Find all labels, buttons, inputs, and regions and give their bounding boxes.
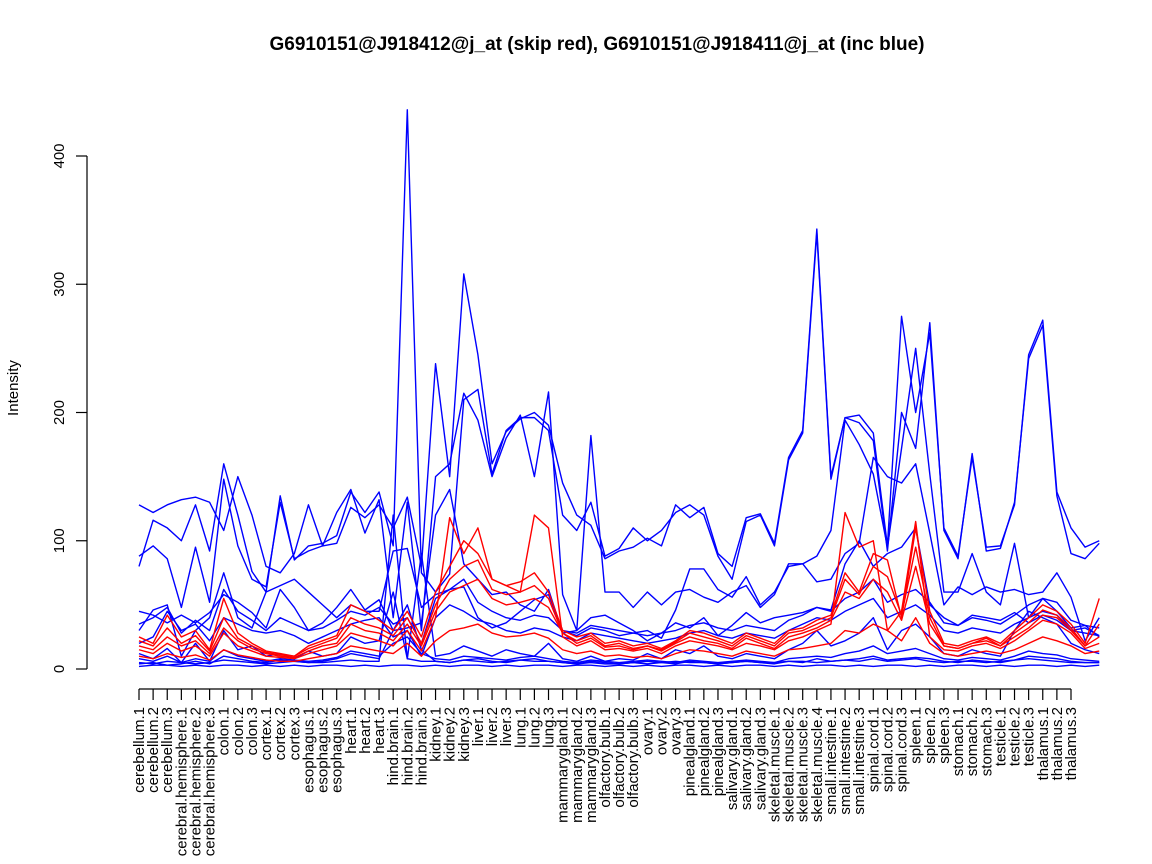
series-group xyxy=(138,109,1100,668)
x-tick-label: thalamus.1 xyxy=(1035,707,1052,780)
x-tick-label: pinealgland.2 xyxy=(696,707,713,796)
x-tick-label: cerebral.hemisphere.3 xyxy=(202,707,219,856)
x-tick-label: cortex.3 xyxy=(286,707,303,760)
x-tick-label: cerebellum.2 xyxy=(145,707,162,793)
x-tick-label: lung.2 xyxy=(526,707,543,748)
x-tick-label: salivary.gland.2 xyxy=(738,707,755,810)
x-tick-label: pinealgland.3 xyxy=(710,707,727,796)
x-tick-label: small.intestine.3 xyxy=(851,707,868,815)
x-tick-label: cerebral.hemisphere.2 xyxy=(187,707,204,856)
x-tick-label: olfactory.bulb.1 xyxy=(597,707,614,808)
x-tick-label: lung.1 xyxy=(512,707,529,748)
x-tick-label: salivary.gland.1 xyxy=(724,707,741,810)
y-tick-label: 300 xyxy=(51,272,68,297)
x-tick-label: spinal.cord.2 xyxy=(879,707,896,792)
x-tick-label: heart.3 xyxy=(371,707,388,754)
x-tick-label: skeletal.muscle.4 xyxy=(809,707,826,822)
x-tick-label: spinal.cord.3 xyxy=(894,707,911,792)
series-line-inc-5 xyxy=(138,456,1100,657)
x-tick-label: cerebellum.3 xyxy=(159,707,176,793)
series-line-inc-2 xyxy=(138,109,1100,593)
x-tick-label: heart.1 xyxy=(343,707,360,754)
series-line-inc-11 xyxy=(138,578,1100,645)
series-line-skip-14 xyxy=(138,511,1100,660)
x-tick-label: hind.brain.1 xyxy=(385,707,402,785)
x-tick-label: ovary.3 xyxy=(668,707,685,755)
x-tick-label: liver.3 xyxy=(498,707,515,746)
x-tick-label: olfactory.bulb.2 xyxy=(611,707,628,808)
series-line-inc-1 xyxy=(138,228,1100,574)
series-line-inc-7 xyxy=(138,664,1100,668)
x-tick-label: liver.2 xyxy=(484,707,501,746)
x-tick-label: testicle.3 xyxy=(1021,707,1038,766)
x-tick-label: skeletal.muscle.1 xyxy=(766,707,783,822)
x-tick-label: stomach.3 xyxy=(978,707,995,776)
y-tick-label: 400 xyxy=(51,143,68,168)
x-tick-label: thalamus.3 xyxy=(1063,707,1080,780)
x-tick-label: kidney.2 xyxy=(442,707,459,762)
x-tick-label: testicle.1 xyxy=(992,707,1009,766)
x-tick-label: ovary.1 xyxy=(639,707,656,755)
y-tick-label: 200 xyxy=(51,400,68,425)
x-tick-label: testicle.2 xyxy=(1007,707,1024,766)
x-tick-label: spinal.cord.1 xyxy=(865,707,882,792)
series-line-inc-10 xyxy=(138,597,1100,657)
x-tick-label: lung.3 xyxy=(541,707,558,748)
x-tick-label: skeletal.muscle.2 xyxy=(781,707,798,822)
x-tick-label: mammarygland.3 xyxy=(583,707,600,823)
x-tick-label: esophagus.1 xyxy=(300,707,317,793)
x-tick-label: colon.3 xyxy=(244,707,261,755)
x-tick-label: thalamus.2 xyxy=(1049,707,1066,780)
x-tick-label: esophagus.3 xyxy=(329,707,346,793)
x-tick-label: spleen.1 xyxy=(908,707,925,764)
x-tick-label: stomach.2 xyxy=(964,707,981,776)
series-line-skip-16 xyxy=(138,617,1100,662)
x-tick-label: esophagus.2 xyxy=(315,707,332,793)
x-tick-label: small.intestine.1 xyxy=(823,707,840,815)
series-line-skip-17 xyxy=(138,546,1100,657)
series-line-inc-8 xyxy=(138,552,1100,664)
x-tick-label: kidney.1 xyxy=(428,707,445,762)
y-tick-label: 100 xyxy=(51,528,68,553)
x-tick-label: cortex.1 xyxy=(258,707,275,760)
x-tick-label: cerebellum.1 xyxy=(131,707,148,793)
x-tick-label: liver.1 xyxy=(470,707,487,746)
x-tick-label: skeletal.muscle.3 xyxy=(795,707,812,822)
x-tick-label: ovary.2 xyxy=(653,707,670,755)
x-tick-label: stomach.1 xyxy=(950,707,967,776)
y-tick-label: 0 xyxy=(51,665,68,673)
x-tick-label: hind.brain.3 xyxy=(413,707,430,785)
chart-title: G6910151@J918412@j_at (skip red), G69101… xyxy=(269,34,924,55)
x-tick-label: olfactory.bulb.3 xyxy=(625,707,642,808)
x-tick-label: heart.2 xyxy=(357,707,374,754)
series-line-skip-15 xyxy=(138,565,1100,659)
x-tick-label: small.intestine.2 xyxy=(837,707,854,815)
x-axis: cerebellum.1cerebellum.2cerebellum.3cere… xyxy=(131,688,1080,856)
x-tick-label: kidney.3 xyxy=(456,707,473,762)
series-line-skip-13 xyxy=(138,527,1100,657)
x-tick-label: mammarygland.2 xyxy=(569,707,586,823)
y-axis-label: Intensity xyxy=(5,360,22,416)
x-tick-label: pinealgland.1 xyxy=(682,707,699,796)
x-tick-label: spleen.2 xyxy=(922,707,939,764)
x-tick-label: cerebral.hemisphere.1 xyxy=(173,707,190,856)
x-tick-label: cortex.2 xyxy=(272,707,289,760)
y-axis: 0 100 200 300 400 xyxy=(51,143,88,673)
series-line-inc-3 xyxy=(138,347,1100,638)
series-line-inc-9 xyxy=(138,604,1100,666)
x-tick-label: colon.2 xyxy=(230,707,247,755)
x-tick-label: spleen.3 xyxy=(936,707,953,764)
x-tick-label: mammarygland.1 xyxy=(555,707,572,823)
x-tick-label: hind.brain.2 xyxy=(399,707,416,785)
x-tick-label: salivary.gland.3 xyxy=(752,707,769,810)
series-line-inc-4 xyxy=(138,488,1100,642)
x-tick-label: colon.1 xyxy=(216,707,233,755)
